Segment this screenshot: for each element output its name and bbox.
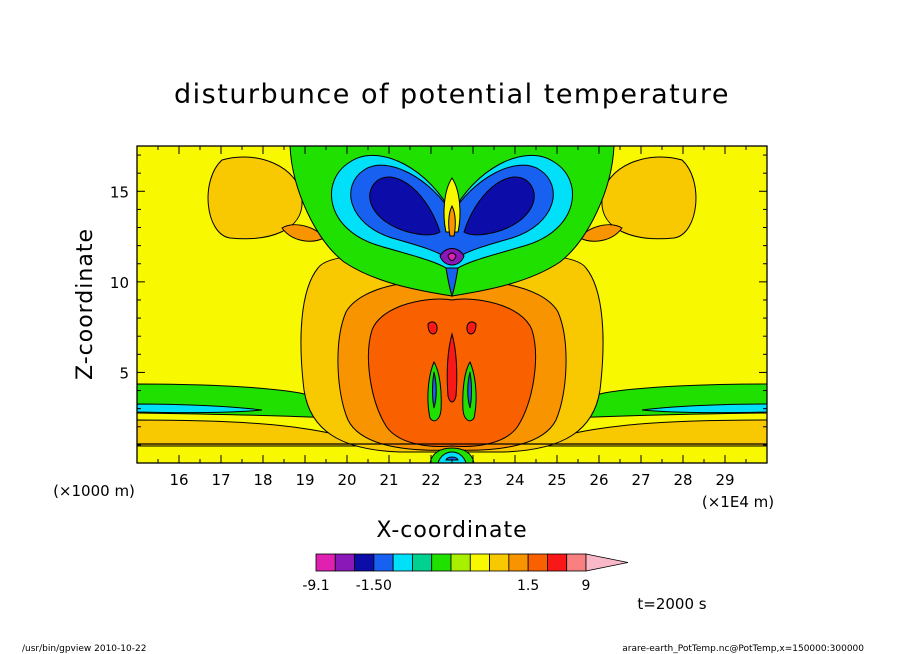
x-tick-label: 22 [421,471,440,489]
x-tick-label: 26 [589,471,608,489]
x-tick-label: 17 [211,471,230,489]
x-axis-title: X-coordinate [376,518,527,543]
x-tick-label: 29 [715,471,734,489]
colorbar-extension [585,553,629,572]
y-tick-label: 10 [110,274,129,292]
contour-field [137,146,767,463]
contour-left-column-blue [432,371,437,409]
colorbar-label: 1.5 [517,578,539,594]
footer-left: /usr/bin/gpview 2010-10-22 [22,644,146,654]
x-tick-label: 21 [379,471,398,489]
colorbar-label: -1.50 [356,578,392,594]
x-unit-label: (×1E4 m) [702,493,774,511]
contour-center-orange-gap [448,204,456,237]
colorbar-segment [334,553,355,572]
contour-right-band-cyan [641,403,767,414]
colorbar-segment [547,553,568,572]
time-label: t=2000 s [637,595,706,613]
colorbar-segment [431,553,452,572]
contour-right-hotspot [466,321,477,335]
contour-bottom-blue [445,456,459,461]
colorbar-segment [508,553,529,572]
x-axis: 16 17 18 19 20 21 22 23 24 25 26 27 28 29 [157,146,747,489]
contour-left-upper-lobe [207,156,303,240]
chart-title: disturbunce of potential temperature [174,79,730,110]
contour-right-column-blue [467,371,472,409]
colorbar-segment [450,553,471,572]
colorbar-segment [566,553,587,572]
colorbar-segment [469,553,490,572]
x-tick-label: 24 [505,471,524,489]
contour-center-magenta [447,252,457,261]
colorbar-segment [412,553,433,572]
contour-right-upper-lobe [601,156,697,240]
y-tick-label: 5 [119,364,129,382]
colorbar-segment [354,553,375,572]
x-tick-label: 27 [631,471,650,489]
footer-right: arare-earth_PotTemp.nc@PotTemp,x=150000:… [622,644,864,654]
contour-left-band-cyan [137,403,263,414]
colorbar-segment [315,553,336,572]
x-tick-label: 19 [295,471,314,489]
y-unit-label: (×1000 m) [53,482,135,500]
contour-left-hotspot [427,321,438,335]
x-tick-label: 18 [253,471,272,489]
y-tick-label: 15 [110,183,129,201]
contour-plume-spike [446,332,458,403]
y-axis: 5 10 15 [110,154,767,446]
colorbar-segment [373,553,394,572]
contour-neck-blue [445,267,459,298]
colorbar-segment [527,553,548,572]
y-axis-title: Z-coordinate [73,228,98,380]
contour-cold-darkblue [369,176,441,236]
colorbar-label: 9 [582,578,591,594]
x-tick-label: 25 [547,471,566,489]
x-tick-label: 28 [673,471,692,489]
x-tick-label: 20 [337,471,356,489]
colorbar-segment [489,553,510,572]
contour-cold-darkblue-right [463,176,535,236]
colorbar: -9.1 -1.50 1.5 9 [302,553,629,594]
colorbar-segment [392,553,413,572]
colorbar-label: -9.1 [302,578,329,594]
x-tick-label: 16 [169,471,188,489]
x-tick-label: 23 [463,471,482,489]
